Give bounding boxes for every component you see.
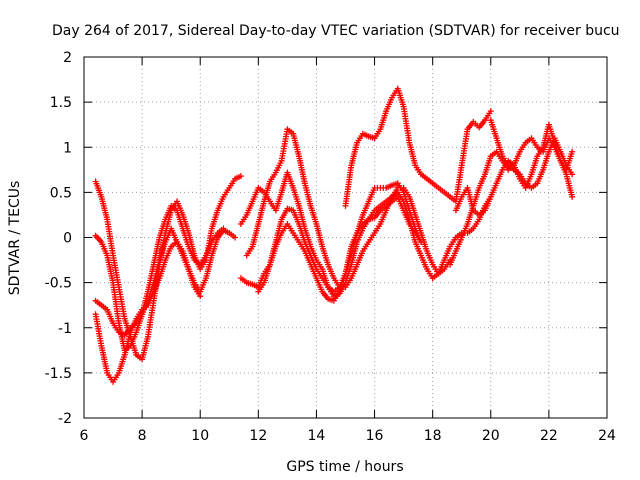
x-tick-label: 16 [366,428,384,444]
x-tick-labels: 6 8 10 12 14 16 18 20 22 24 [80,428,616,444]
x-tick-label: 22 [540,428,558,444]
x-axis-title: GPS time / hours [286,459,403,475]
series-track-1 [92,173,244,363]
marker-path [447,135,576,268]
x-tick-label: 14 [308,428,326,444]
y-tick-label: -2 [58,411,72,427]
series-track-12 [487,117,576,191]
y-tick-label: -1 [58,321,72,337]
axis-ticks [83,56,608,419]
data-markers [92,85,576,385]
marker-path [452,121,576,218]
marker-path [243,126,454,291]
marker-path [92,225,239,338]
x-tick-label: 24 [598,428,616,444]
series-track-8 [255,180,425,295]
x-tick-label: 8 [138,428,147,444]
x-tick-label: 6 [80,428,89,444]
marker-path [255,180,425,295]
y-tick-labels: -2 -1.5 -1 -0.5 0 0.5 1 1.5 2 [45,50,72,427]
marker-path [487,117,576,191]
x-tick-label: 12 [249,428,267,444]
y-tick-label: 0 [63,231,72,247]
y-tick-label: 1.5 [50,95,72,111]
x-tick-label: 18 [424,428,442,444]
y-tick-label: 1 [63,140,72,156]
marker-path [92,173,244,363]
y-axis-title: SDTVAR / TECUs [7,181,23,296]
x-tick-label: 10 [191,428,209,444]
y-tick-label: -0.5 [45,276,72,292]
x-tick-label: 20 [482,428,500,444]
series-track-10 [447,135,576,268]
y-tick-label: 2 [63,50,72,66]
series-track-7 [243,126,454,291]
y-tick-label: 0.5 [50,185,72,201]
marker-path [342,85,494,209]
chart-title: Day 264 of 2017, Sidereal Day-to-day VTE… [52,23,620,39]
series-track-11 [452,121,576,218]
series-track-4 [92,225,239,338]
y-tick-label: -1.5 [45,366,72,382]
series-track-9 [342,85,494,209]
